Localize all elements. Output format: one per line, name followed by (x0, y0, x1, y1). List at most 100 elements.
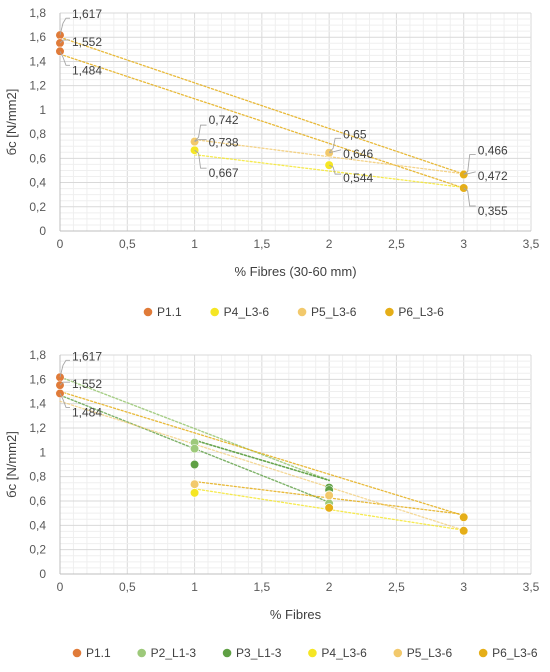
y-tick-label: 0,2 (29, 543, 46, 557)
x-tick-label: 0,5 (119, 580, 136, 594)
legend-label: P5_L3-6 (407, 646, 453, 660)
x-tick-label: 0 (57, 237, 64, 251)
y-tick-label: 0 (39, 567, 46, 581)
legend: P1.1 P4_L3-6 P5_L3-6 P6_L3-6 (143, 305, 444, 319)
y-tick-label: 1,2 (29, 79, 46, 93)
y-tick-label: 0,4 (29, 518, 46, 532)
trendline (59, 36, 465, 175)
legend-item: P3_L1-3 (222, 646, 282, 660)
data-point-p4-l3-6 (189, 488, 200, 498)
x-tick-label: 2,5 (388, 237, 405, 251)
data-labels: 1,617 1,552 1,484 (59, 349, 102, 419)
trendline (193, 154, 465, 189)
x-tick-label: 2 (326, 237, 333, 251)
trendline (59, 390, 465, 517)
data-label: 0,646 (343, 147, 373, 161)
data-label: 0,355 (478, 204, 508, 218)
x-tick-label: 0,5 (119, 237, 136, 251)
data-label-leader (194, 139, 207, 143)
legend-marker (210, 307, 219, 317)
data-label: 1,617 (72, 349, 102, 363)
legend-item: P5_L3-6 (297, 305, 357, 319)
data-label: 0,738 (209, 136, 239, 150)
chart-top: 0 0,5 1 1,5 2 2,5 3 3,500,20,40,60,811,21,41,61… (4, 6, 540, 319)
x-tick-label: 3,5 (523, 237, 540, 251)
trendline (59, 376, 330, 482)
data-label-leader (59, 17, 70, 36)
legend-label: P6_L3-6 (398, 305, 444, 319)
data-point-p6-l3-6 (324, 503, 334, 513)
x-tick-label: 3 (460, 580, 467, 594)
data-label: 1,617 (72, 7, 102, 21)
legend-marker (143, 307, 153, 317)
data-label-leader (59, 39, 70, 44)
legend-label: P2_L1-3 (151, 646, 197, 660)
y-tick-label: 1,8 (29, 6, 46, 20)
legend-item: P2_L1-3 (137, 646, 196, 660)
x-tick-label: 1,5 (254, 237, 271, 251)
data-label-leader (194, 149, 207, 169)
data-label: 0,544 (343, 171, 373, 185)
y-tick-label: 0,8 (29, 127, 46, 141)
data-label-leader (59, 359, 70, 378)
data-label-leader (463, 187, 476, 207)
data-label-leader (194, 124, 207, 142)
x-tick-label: 1 (191, 237, 198, 251)
legend-item: P6_L3-6 (478, 646, 538, 660)
x-tick-label: 2 (326, 580, 333, 594)
legend-marker (478, 648, 488, 658)
y-tick-label: 1,2 (29, 421, 46, 435)
data-label: 0,472 (478, 169, 508, 183)
legend-item: P4_L3-6 (210, 305, 269, 319)
legend-item: P5_L3-6 (393, 646, 452, 660)
chart-bottom: 0 0,5 1 1,5 2 2,5 3 3,500,20,40,60,811,21,41,61… (4, 348, 540, 660)
legend-marker (72, 648, 82, 658)
data-point-p2-l1-3 (189, 444, 200, 454)
trendline (59, 400, 465, 531)
legend-item: P4_L3-6 (308, 646, 367, 660)
data-labels: 1,617 1,552 1,484 0,742 0,738 0,667 0,65 0,646 0… (59, 7, 508, 218)
data-label-leader (59, 381, 70, 386)
y-tick-label: 0,6 (29, 494, 46, 508)
legend: P1.1 P2_L1-3 P3_L1-3 P4_L3-6 P5_L3-6 P6_L3-6 (72, 646, 538, 660)
y-tick-label: 1,8 (29, 348, 46, 362)
data-label-leader (463, 154, 476, 175)
legend-item: P6_L3-6 (385, 305, 444, 319)
data-label: 0,466 (478, 144, 508, 158)
legend-label: P3_L1-3 (236, 646, 282, 660)
y-tick-label: 1,4 (29, 397, 46, 411)
data-label-leader (328, 137, 342, 153)
data-point-p3-l1-3 (189, 459, 200, 470)
y-tick-label: 1,6 (29, 372, 46, 386)
legend-marker (385, 307, 394, 317)
data-point-p6-l3-6 (459, 526, 469, 536)
y-tick-label: 1 (39, 103, 46, 117)
data-label-leader (328, 164, 342, 175)
legend-label: P5_L3-6 (311, 305, 357, 319)
y-tick-label: 0,2 (29, 200, 46, 214)
x-tick-label: 1,5 (254, 580, 271, 594)
y-tick-label: 0 (39, 224, 46, 238)
trendline (193, 439, 330, 482)
legend-item: P1.1 (143, 305, 182, 319)
x-axis-title: % Fibres (270, 607, 322, 622)
y-tick-label: 1 (39, 445, 46, 459)
y-axis-title: бc [N/mm2] (4, 431, 19, 498)
data-label-leader (59, 51, 70, 66)
data-label: 1,484 (72, 63, 102, 77)
data-label-leader (59, 393, 70, 408)
x-tick-label: 1 (191, 580, 198, 594)
legend-marker (308, 648, 317, 658)
y-tick-label: 0,4 (29, 176, 46, 190)
data-point-p5-l3-6 (189, 479, 200, 489)
x-tick-label: 3,5 (523, 580, 540, 594)
legend-marker (222, 648, 232, 658)
x-axis-title: % Fibres (30-60 mm) (234, 264, 356, 279)
data-point-p6-l3-6 (459, 512, 469, 522)
data-label-leader (463, 171, 476, 175)
data-label: 1,552 (72, 377, 102, 391)
data-label: 0,742 (209, 113, 239, 127)
legend-label: P1.1 (86, 646, 111, 660)
y-tick-label: 1,4 (29, 54, 46, 68)
legend-item: P1.1 (72, 646, 111, 660)
